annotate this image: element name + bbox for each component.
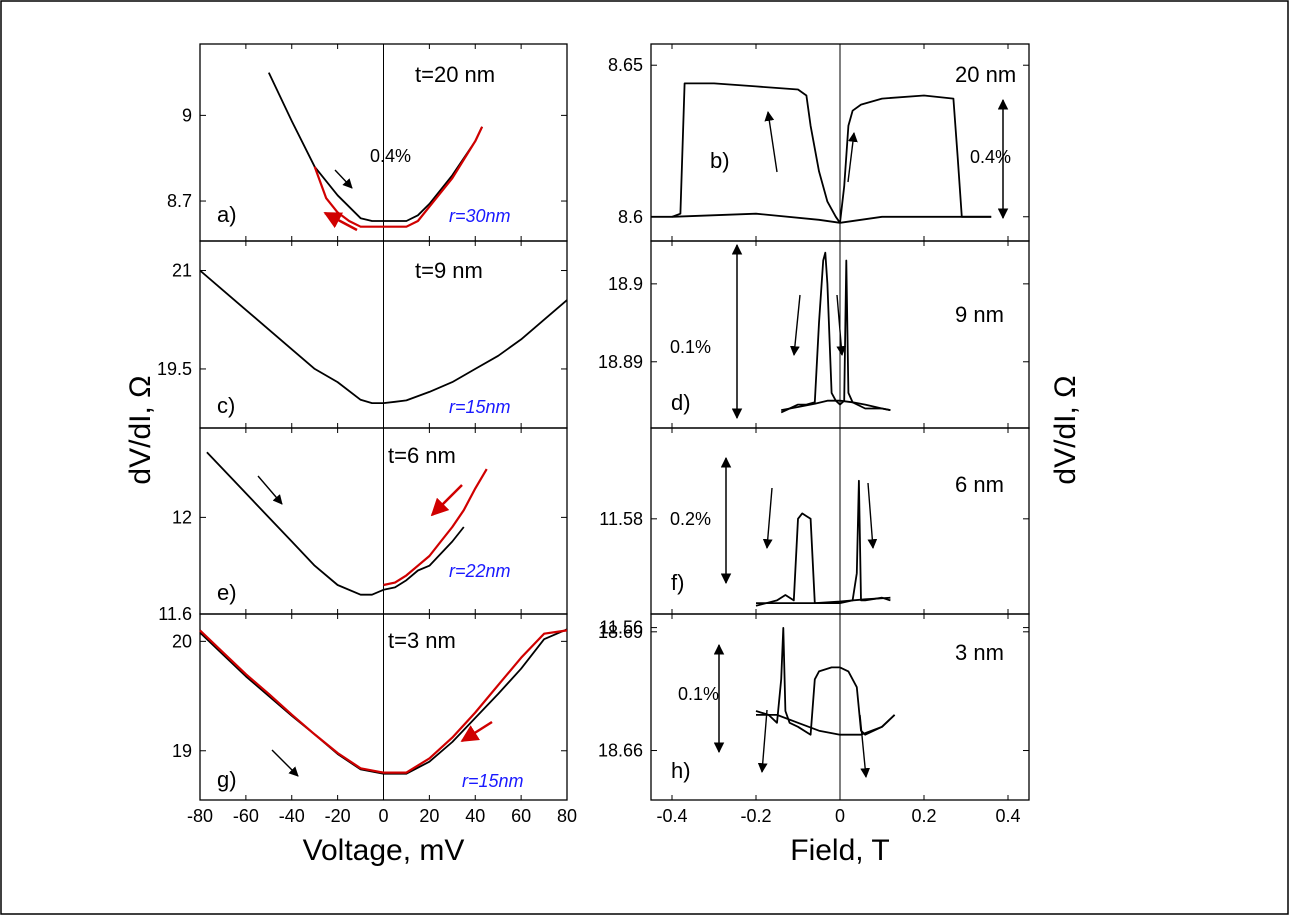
panel-title: 20 nm: [955, 62, 1016, 87]
percent-annotation: 0.4%: [370, 146, 411, 166]
panel-letter: b): [710, 148, 730, 173]
series-line-0: [199, 628, 568, 775]
sweep-arrow: [847, 132, 858, 183]
panel-letter: f): [671, 570, 684, 595]
series-line-0: [267, 72, 483, 222]
sweep-arrow: [762, 487, 773, 549]
panels-group: 8.7 9 t=20 nm a) r=30nm 0.4% 19.5 21 t=9 nm c) r=1…: [157, 43, 1030, 867]
panel-h: 18.66 18.69 -0.4 -0.2 0 0.2 0.4 Field, T 3 nm h) 0…: [598, 613, 1030, 867]
sweep-arrow: [836, 294, 847, 356]
panel-c: 19.5 21 t=9 nm c) r=15nm: [157, 240, 568, 429]
y-tick-label: 8.7: [167, 191, 192, 211]
x-tick-label: -0.2: [740, 806, 771, 826]
panel-title: 6 nm: [955, 472, 1004, 497]
panel-letter: h): [671, 758, 691, 783]
x-tick-label: 20: [419, 806, 439, 826]
x-tick-label: -20: [325, 806, 351, 826]
sweep-arrow: [764, 111, 778, 173]
y-tick-label: 19: [172, 741, 192, 761]
panel-d: 18.89 18.9 9 nm d) 0.1%: [598, 240, 1030, 429]
right-y-axis-label: dV/dI, Ω: [1049, 375, 1082, 484]
x-tick-label: -80: [187, 806, 213, 826]
panel-title: t=6 nm: [388, 443, 456, 468]
sweep-arrow: [323, 211, 358, 232]
series-line-0: [206, 451, 465, 596]
panel-letter: a): [217, 202, 237, 227]
y-tick-label: 11.56: [599, 618, 643, 638]
left-y-axis-label: dV/dI, Ω: [124, 375, 157, 484]
y-tick-label: 12: [172, 507, 192, 527]
radius-label: r=30nm: [449, 206, 511, 226]
series-line-1: [383, 468, 488, 587]
panel-b: 8.6 8.65 20 nm b) 0.4%: [608, 43, 1030, 242]
percent-annotation: 0.4%: [970, 147, 1011, 167]
x-tick-label: 0.2: [911, 806, 936, 826]
x-tick-label: -40: [279, 806, 305, 826]
x-axis-label: Field, T: [790, 834, 889, 867]
x-tick-label: 0.4: [995, 806, 1020, 826]
radius-label: r=15nm: [449, 397, 511, 417]
y-tick-label: 18.9: [608, 274, 643, 294]
sweep-arrow: [271, 749, 299, 777]
panel-letter: e): [217, 580, 237, 605]
y-tick-label: 11.58: [599, 509, 643, 529]
sweep-arrow: [334, 169, 353, 189]
sweep-arrow: [867, 482, 878, 549]
panel-letter: c): [217, 393, 235, 418]
x-tick-label: 80: [557, 806, 577, 826]
sweep-arrow: [859, 714, 871, 778]
x-tick-label: 40: [465, 806, 485, 826]
y-tick-label: 8.65: [608, 55, 643, 75]
panel-title: 9 nm: [955, 302, 1004, 327]
x-axis-label: Voltage, mV: [303, 834, 465, 867]
x-tick-label: -60: [233, 806, 259, 826]
panel-letter: d): [671, 390, 691, 415]
y-tick-label: 8.6: [618, 207, 643, 227]
y-tick-label: 20: [172, 631, 192, 651]
series-line-1: [756, 714, 896, 736]
x-tick-label: 60: [511, 806, 531, 826]
y-tick-label: 19.5: [157, 359, 192, 379]
series-line-1: [781, 399, 891, 411]
sweep-arrow: [790, 294, 801, 356]
radius-label: r=22nm: [449, 561, 511, 581]
x-tick-label: 0: [835, 806, 845, 826]
panel-title: 3 nm: [955, 640, 1004, 665]
panel-letter: g): [217, 767, 237, 792]
radius-label: r=15nm: [462, 771, 524, 791]
panel-a: 8.7 9 t=20 nm a) r=30nm 0.4%: [167, 43, 568, 242]
y-tick-label: 9: [182, 105, 192, 125]
y-tick-label: 21: [172, 261, 192, 281]
series-line-0: [651, 82, 841, 224]
panel-g: 19 20 -80 -60 -40 -20 0 20 40 60 80 Voltage, mV t=3 …: [172, 613, 577, 867]
panel-f: 11.56 11.58 6 nm f) 0.2%: [599, 427, 1030, 638]
percent-annotation: 0.1%: [670, 337, 711, 357]
sweep-arrow: [757, 709, 768, 773]
panel-title: t=3 nm: [388, 628, 456, 653]
series-line-0: [199, 269, 568, 405]
series-line-2: [671, 212, 992, 224]
x-tick-label: 0: [378, 806, 388, 826]
y-tick-label: 18.66: [598, 741, 643, 761]
panel-title: t=9 nm: [415, 258, 483, 283]
percent-annotation: 0.1%: [678, 684, 719, 704]
x-tick-label: -0.4: [656, 806, 687, 826]
y-tick-label: 18.69: [598, 622, 643, 642]
y-tick-label: 11.6: [158, 604, 192, 624]
sweep-arrow: [460, 720, 493, 743]
series-line-1: [199, 629, 568, 774]
sweep-arrow: [430, 484, 463, 517]
panel-title: t=20 nm: [415, 62, 495, 87]
percent-annotation: 0.2%: [670, 509, 711, 529]
sweep-arrow: [257, 475, 283, 505]
series-line-1: [756, 596, 891, 604]
y-tick-label: 18.89: [598, 352, 643, 372]
